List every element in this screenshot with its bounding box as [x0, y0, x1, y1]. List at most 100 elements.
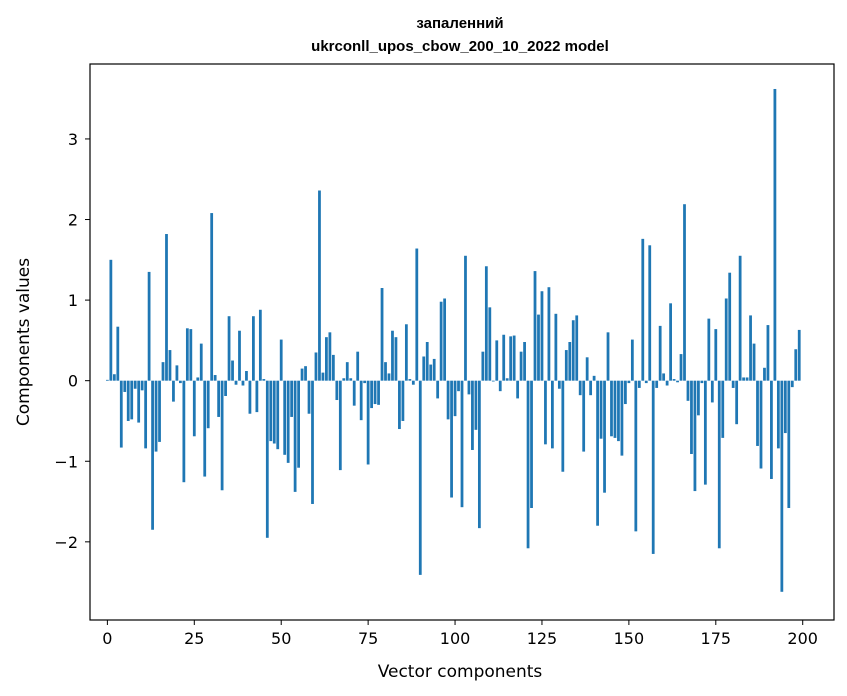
bar — [404, 324, 408, 381]
bar — [738, 255, 742, 381]
bar — [338, 380, 342, 471]
bar — [307, 380, 311, 414]
bar — [474, 380, 478, 430]
x-tick-label: 25 — [184, 629, 204, 648]
bar — [415, 248, 419, 381]
chart-subtitle: ukrconll_upos_cbow_200_10_2022 model — [311, 38, 609, 55]
bar — [710, 380, 714, 403]
bars-group — [105, 88, 801, 592]
bar — [554, 313, 558, 381]
bar — [471, 380, 474, 450]
bar — [304, 366, 307, 381]
x-tick-label: 50 — [271, 629, 291, 648]
bar — [182, 380, 186, 483]
x-axis-ticks: 0 25 50 75 100 125 150 175 200 — [102, 620, 818, 648]
x-tick-label: 75 — [358, 629, 378, 648]
bar — [585, 357, 589, 381]
bar — [436, 380, 440, 399]
bar — [352, 380, 356, 406]
bar — [373, 380, 377, 405]
bar — [196, 377, 200, 381]
y-axis-label: Components values — [14, 258, 34, 426]
bar — [140, 380, 144, 391]
bar — [797, 329, 801, 381]
bar — [530, 380, 533, 508]
bar — [728, 272, 732, 381]
bar — [331, 354, 335, 381]
bar — [637, 380, 641, 388]
bar — [783, 380, 787, 434]
bar — [512, 335, 516, 381]
bar — [481, 351, 485, 381]
x-tick-label: 100 — [440, 629, 471, 648]
bar — [172, 380, 175, 402]
bar — [422, 356, 426, 381]
bar — [112, 374, 116, 381]
bar — [359, 380, 363, 421]
bar — [533, 271, 537, 381]
bar — [776, 380, 780, 449]
bar — [425, 342, 429, 381]
x-axis-label: Vector components — [378, 662, 543, 682]
bar — [575, 315, 579, 381]
bar — [231, 360, 234, 381]
bar — [116, 326, 120, 381]
bar — [429, 364, 433, 381]
bar — [293, 380, 297, 492]
bar — [380, 288, 384, 381]
chart-title: запаленний — [416, 15, 503, 32]
bar — [641, 238, 645, 381]
bar — [203, 380, 207, 477]
bar — [217, 380, 221, 417]
bar — [272, 380, 276, 444]
bar — [683, 204, 686, 381]
bar — [651, 380, 655, 554]
y-tick-label: −1 — [54, 452, 78, 471]
bar — [766, 325, 770, 381]
bar — [179, 380, 182, 384]
bar — [335, 380, 339, 401]
bar — [467, 380, 471, 395]
bar — [756, 380, 759, 446]
bar — [384, 362, 387, 381]
bar — [488, 307, 492, 381]
bar — [276, 380, 280, 450]
bar — [582, 380, 586, 452]
bar — [265, 380, 269, 538]
bar — [137, 380, 141, 423]
bar — [234, 380, 238, 385]
bar — [498, 380, 502, 392]
bar — [286, 380, 290, 463]
x-tick-label: 150 — [614, 629, 645, 648]
bar — [648, 245, 652, 381]
bar — [571, 320, 575, 381]
bar — [634, 380, 638, 532]
bar — [578, 380, 582, 396]
bar — [210, 213, 214, 381]
bar — [144, 380, 148, 449]
bar — [617, 380, 620, 442]
bar — [526, 380, 530, 549]
bar — [627, 380, 631, 384]
bar — [366, 380, 370, 465]
bar — [644, 380, 648, 384]
bar — [592, 375, 596, 381]
bar — [745, 377, 749, 381]
y-axis-ticks: −2 −1 0 1 2 3 — [54, 130, 90, 552]
bar — [453, 380, 457, 417]
bar — [686, 380, 690, 401]
bar — [314, 352, 318, 381]
bar — [297, 380, 300, 468]
bar — [460, 380, 464, 508]
bar — [408, 379, 412, 381]
bar — [175, 365, 179, 381]
bar — [199, 343, 203, 381]
bar — [477, 380, 481, 529]
bar — [245, 371, 248, 381]
bar — [432, 358, 436, 381]
bar — [161, 362, 165, 381]
bar — [349, 378, 353, 381]
bar — [568, 342, 572, 381]
bar — [759, 380, 763, 469]
x-tick-label: 125 — [527, 629, 558, 648]
